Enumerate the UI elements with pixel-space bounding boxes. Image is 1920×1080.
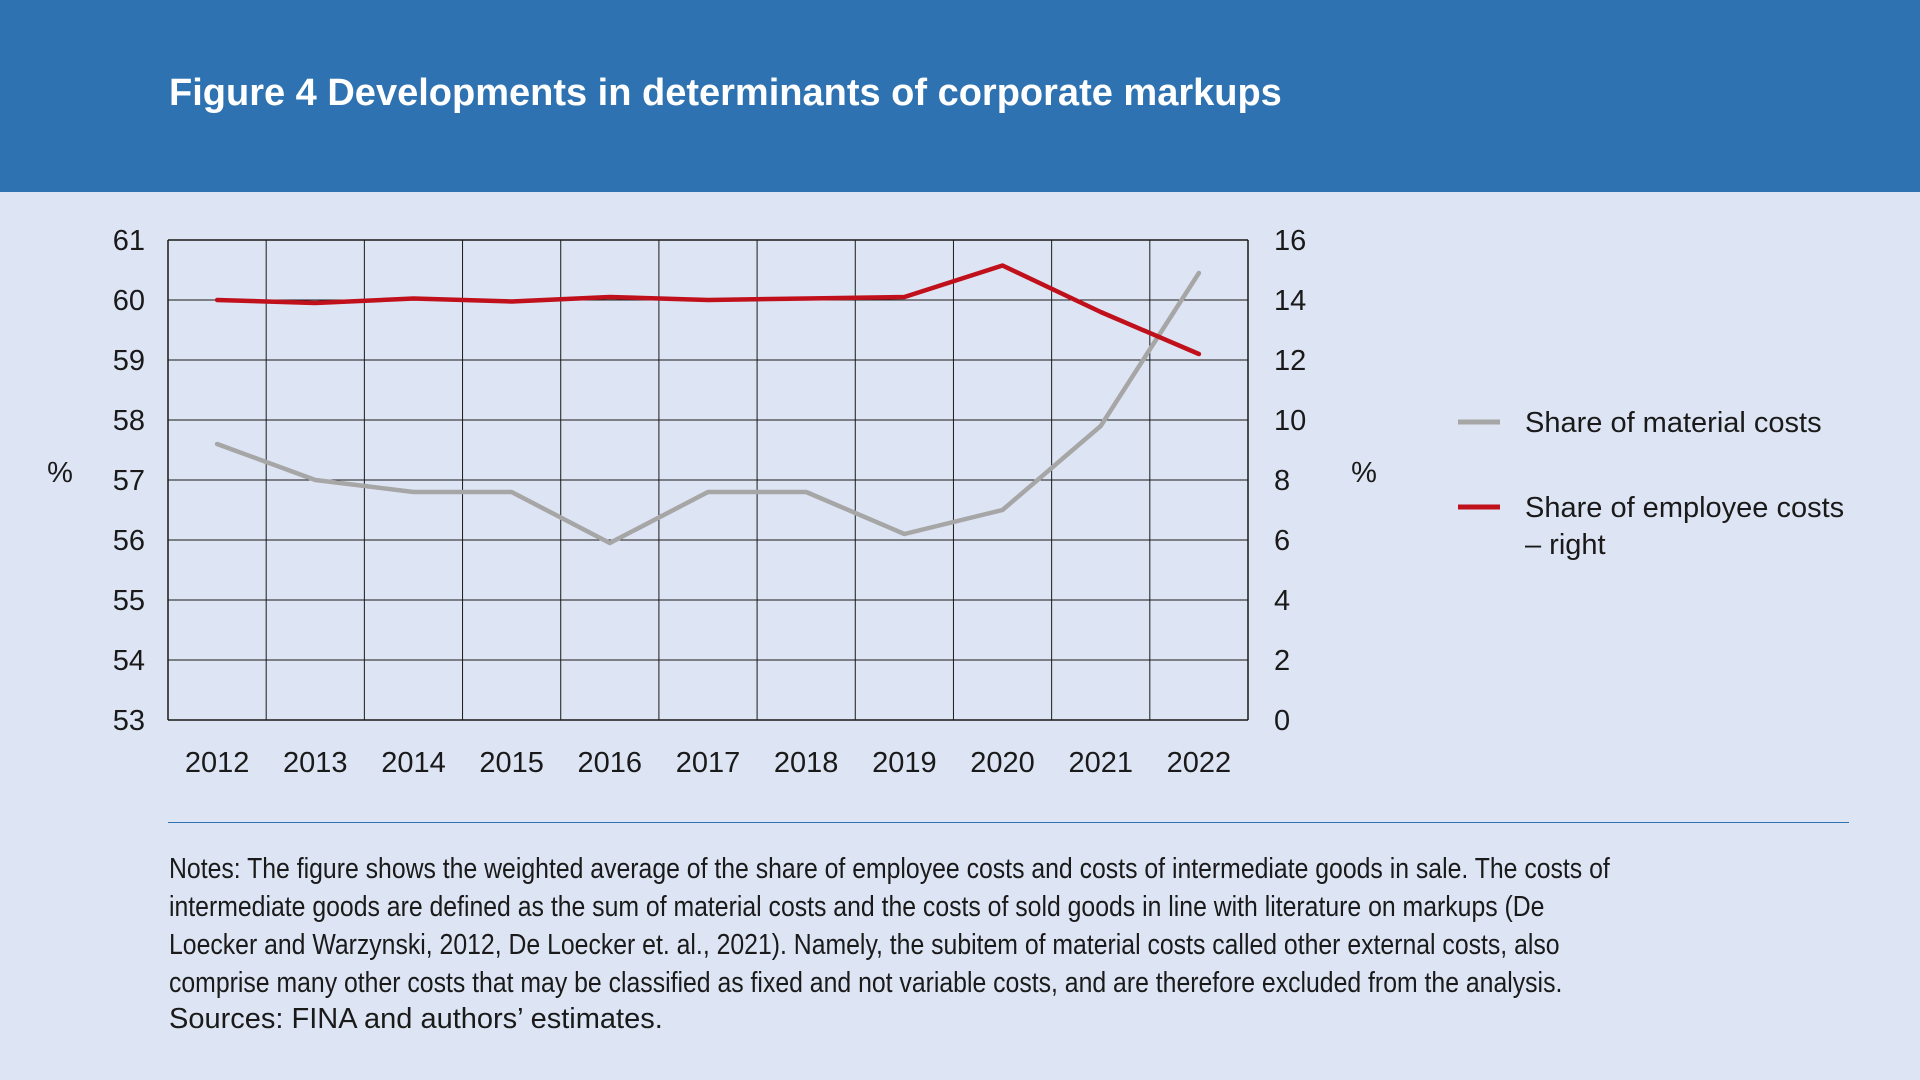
legend-item-material-costs: Share of material costs [1458,407,1822,439]
x-tick-label: 2017 [676,747,741,779]
x-tick-label: 2014 [381,747,446,779]
y-left-tick-label: 60 [113,285,145,317]
x-tick-label: 2022 [1167,747,1232,779]
y-right-tick-label: 14 [1274,285,1306,317]
legend-label: – right [1525,529,1606,561]
y-left-tick-label: 59 [113,345,145,377]
y-right-tick-label: 2 [1274,645,1290,677]
x-tick-label: 2012 [185,747,250,779]
y-left-tick-label: 57 [113,465,145,497]
legend: Share of material costs Share of employee… [1458,407,1844,561]
y-right-tick-label: 6 [1274,525,1290,557]
y-left-tick-label: 61 [113,225,145,257]
y-right-tick-label: 12 [1274,345,1306,377]
x-tick-label: 2018 [774,747,839,779]
chart-sources: Sources: FINA and authors’ estimates. [169,1003,663,1035]
y-right-tick-label: 8 [1274,465,1290,497]
y-left-tick-label: 55 [113,585,145,617]
legend-label: Share of material costs [1525,407,1822,439]
gridlines [167,239,1249,721]
chart-title: Figure 4 Developments in determinants of… [169,72,1282,114]
y-left-tick-label: 58 [113,405,145,437]
y-axis-right-label: % [1351,457,1377,489]
y-left-tick-label: 53 [113,705,145,737]
y-left-tick-label: 56 [113,525,145,557]
x-tick-label: 2019 [872,747,937,779]
y-axis-left-label: % [47,457,73,489]
series-lines [214,263,1202,546]
x-tick-label: 2013 [283,747,348,779]
x-tick-label: 2016 [578,747,643,779]
y-right-tick-label: 4 [1274,585,1290,617]
y-left-tick-label: 54 [113,645,145,677]
legend-label: Share of employee costs [1525,492,1844,524]
x-tick-label: 2015 [479,747,544,779]
y-right-tick-label: 16 [1274,225,1306,257]
legend-item-employee-costs: Share of employee costs – right [1458,492,1844,561]
x-tick-label: 2021 [1068,747,1133,779]
x-axis-ticks: 2012 2013 2014 2015 2016 2017 2018 2019 2020 2021… [185,747,1231,779]
x-tick-label: 2020 [970,747,1035,779]
y-right-tick-label: 0 [1274,705,1290,737]
y-axis-left-ticks: 53 54 55 56 57 58 59 60 61 [113,225,145,737]
y-axis-right-ticks: 0 2 4 6 8 10 12 14 16 [1274,225,1306,737]
y-right-tick-label: 10 [1274,405,1306,437]
chart-notes: Notes: The figure shows the weighted ave… [169,853,1610,999]
divider-line [168,822,1849,823]
header-banner: Figure 4 Developments in determinants of… [0,0,1920,192]
